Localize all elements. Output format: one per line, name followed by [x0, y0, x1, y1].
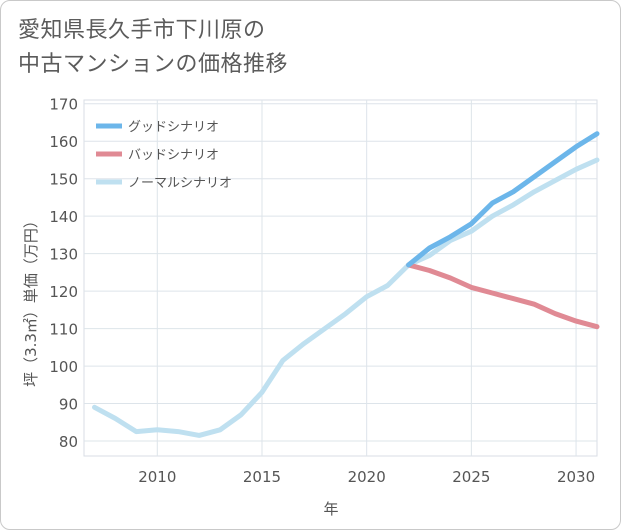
- y-tick-label: 110: [49, 321, 78, 339]
- x-axis-label: 年: [323, 500, 338, 518]
- y-tick-label: 90: [59, 396, 78, 414]
- grid-lines: [84, 100, 597, 456]
- y-tick-label: 100: [49, 358, 78, 376]
- y-tick-label: 170: [49, 96, 78, 114]
- y-tick-label: 140: [49, 208, 78, 226]
- series-line-2: [406, 262, 600, 330]
- legend-label: グッドシナリオ: [128, 120, 219, 135]
- chart-title: 愛知県長久手市下川原の 中古マンションの価格推移: [18, 14, 578, 82]
- x-tick-label: 2015: [243, 468, 281, 486]
- chart-title-line-2: 中古マンションの価格推移: [18, 52, 289, 77]
- legend-label: ノーマルシナリオ: [128, 176, 232, 191]
- y-tick-label: 130: [49, 246, 78, 264]
- x-tick-label: 2030: [557, 468, 595, 486]
- chart-title-line-1: 愛知県長久手市下川原の: [18, 18, 266, 43]
- y-axis-label: 坪（3.3㎡）単価（万円）: [22, 213, 40, 387]
- x-tick-label: 2020: [348, 468, 386, 486]
- x-tick-labels: 2010 2015 2020 2025 2030: [138, 468, 595, 486]
- series-line-3: [92, 157, 600, 438]
- y-tick-label: 120: [49, 283, 78, 301]
- y-tick-labels: 80 90 100 110 120 130 140 150 160 170: [49, 96, 78, 451]
- plot-area: [83, 99, 598, 457]
- y-tick-label: 150: [49, 171, 78, 189]
- series-line-1: [406, 131, 600, 268]
- x-tick-label: 2010: [138, 468, 176, 486]
- x-tick-label: 2025: [452, 468, 490, 486]
- y-tick-label: 80: [59, 433, 78, 451]
- series-lines: [92, 131, 600, 438]
- legend-label: バッドシナリオ: [128, 148, 219, 163]
- y-tick-label: 160: [49, 133, 78, 151]
